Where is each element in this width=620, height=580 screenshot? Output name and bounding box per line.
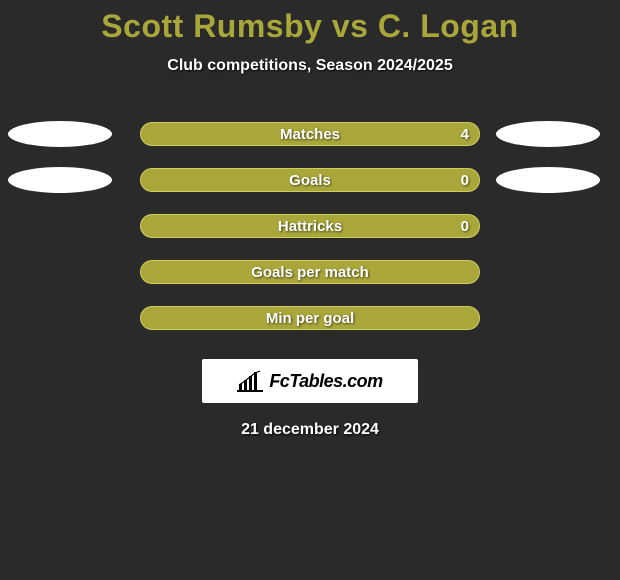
stat-value: 0	[461, 218, 469, 235]
stat-label: Min per goal	[266, 310, 354, 327]
stat-bar: Goals per match	[140, 260, 480, 284]
branding-badge: FcTables.com	[202, 359, 418, 403]
stat-value: 0	[461, 172, 469, 189]
branding-text: FcTables.com	[269, 371, 382, 392]
stat-row: Hattricks 0	[0, 203, 620, 249]
stat-label: Hattricks	[278, 218, 342, 235]
stat-label: Matches	[280, 126, 340, 143]
stat-row: Min per goal	[0, 295, 620, 341]
left-ellipse	[8, 121, 112, 147]
stat-bar: Matches 4	[140, 122, 480, 146]
stat-row: Goals 0	[0, 157, 620, 203]
stat-value: 4	[461, 126, 469, 143]
stat-bar: Hattricks 0	[140, 214, 480, 238]
stat-rows: Matches 4 Goals 0 Hattricks 0 Goals per match M…	[0, 111, 620, 341]
stat-label: Goals	[289, 172, 331, 189]
stat-label: Goals per match	[251, 264, 369, 281]
date-label: 21 december 2024	[0, 421, 620, 439]
page-title: Scott Rumsby vs C. Logan	[0, 8, 620, 45]
stat-row: Matches 4	[0, 111, 620, 157]
right-ellipse	[496, 121, 600, 147]
right-ellipse	[496, 167, 600, 193]
branding-inner: FcTables.com	[237, 370, 382, 392]
main-container: Scott Rumsby vs C. Logan Club competitio…	[0, 0, 620, 439]
bar-chart-icon	[237, 370, 263, 392]
stat-row: Goals per match	[0, 249, 620, 295]
stat-bar: Min per goal	[140, 306, 480, 330]
subtitle: Club competitions, Season 2024/2025	[0, 57, 620, 75]
left-ellipse	[8, 167, 112, 193]
stat-bar: Goals 0	[140, 168, 480, 192]
